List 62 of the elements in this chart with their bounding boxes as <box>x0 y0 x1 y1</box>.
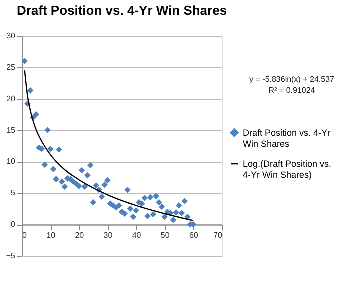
point <box>104 177 111 184</box>
legend-label: Draft Position vs. 4-Yr Win Shares <box>243 128 331 149</box>
point <box>176 202 182 209</box>
point <box>98 194 106 200</box>
y-tick-label: 5 <box>11 188 16 198</box>
y-tick-label: −5 <box>6 252 16 260</box>
y-tick-label: 20 <box>6 94 16 104</box>
point <box>102 182 108 188</box>
point <box>76 183 82 190</box>
x-tick-label: 10 <box>46 231 56 240</box>
point <box>153 193 160 200</box>
y-tick-label: 10 <box>6 157 16 166</box>
legend-label: Log.(Draft Position vs. 4-Yr Win Shares) <box>243 158 332 180</box>
x-tick-label: 20 <box>75 231 85 240</box>
x-tick-label: 0 <box>22 231 28 240</box>
point <box>156 199 162 206</box>
point <box>44 127 51 134</box>
point <box>144 213 151 220</box>
text: R² = 0.91024 <box>268 86 316 95</box>
x-tick-label: 30 <box>104 231 114 240</box>
point <box>170 217 177 224</box>
point <box>87 162 94 169</box>
point <box>182 198 188 204</box>
x-tick-label: 70 <box>214 231 224 240</box>
point <box>38 146 46 152</box>
point <box>133 208 140 214</box>
point <box>62 184 68 190</box>
point <box>150 211 157 218</box>
point <box>42 162 48 168</box>
point <box>93 182 100 189</box>
point <box>56 146 62 153</box>
point <box>50 166 57 172</box>
point <box>90 199 97 206</box>
y-tick-label: 25 <box>6 62 16 72</box>
point <box>173 209 180 216</box>
point <box>142 195 148 202</box>
point <box>162 214 168 220</box>
x-tick-label: 40 <box>132 231 142 240</box>
point <box>53 176 60 182</box>
point <box>78 167 86 174</box>
point <box>116 202 122 209</box>
point <box>124 186 131 194</box>
point <box>122 210 128 218</box>
text: y = -5.836ln(x) + 24.537 <box>250 75 336 84</box>
point <box>178 210 186 216</box>
x-tick-label: 50 <box>160 231 170 240</box>
point <box>84 172 91 179</box>
point <box>47 146 54 152</box>
point <box>130 214 137 220</box>
point <box>33 111 40 118</box>
y-tick-label: 30 <box>6 32 16 40</box>
point <box>127 206 134 212</box>
x-tick-label: 60 <box>189 231 199 240</box>
point <box>27 88 34 94</box>
point <box>22 58 28 64</box>
y-tick-label: 0 <box>11 220 16 230</box>
point <box>82 184 88 190</box>
chart-title: Draft Position vs. 4-Yr Win Shares <box>16 3 228 18</box>
y-tick-label: 15 <box>6 126 16 135</box>
point <box>158 204 166 210</box>
point <box>147 194 154 201</box>
point <box>58 178 66 185</box>
